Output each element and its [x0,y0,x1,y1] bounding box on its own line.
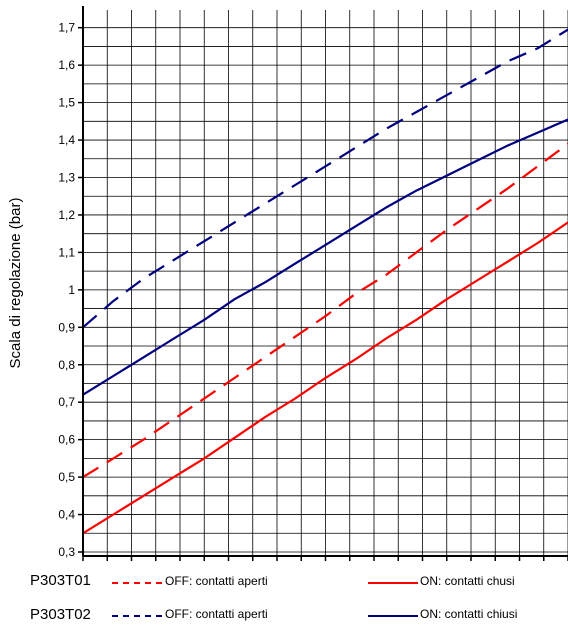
y-tick-label: 1,3 [58,171,75,185]
y-tick-labels: 0,3 0,4 0,5 0,6 0,7 0,8 0,9 1 1,1 1,2 1,3 1,4 1,5 1,6… [58,21,75,559]
y-tick-label: 1 [68,283,75,297]
legend-swatch-p303t02-off [112,615,162,617]
series-line-p303t02-on [82,118,568,396]
legend-swatch-p303t01-on [368,582,418,584]
legend-label-p303t02-off: OFF: contatti aperti [165,607,268,621]
y-tick-label: 0,3 [58,545,75,559]
legend-label-p303t01-off: OFF: contatti aperti [165,574,268,588]
legend-model-p303t01: P303T01 [30,572,91,589]
y-tick-label: 1,2 [58,208,75,222]
y-tick-label: 1,5 [58,96,75,110]
legend-label-p303t01-on: ON: contatti chusi [420,574,515,588]
y-tick-label: 0,4 [58,508,75,522]
legend-label-p303t02-on: ON: contatti chiusi [420,607,518,621]
axes [78,6,568,561]
legend-swatch-p303t02-on [368,615,418,617]
y-tick-label: 0,7 [58,395,75,409]
y-tick-label: 0,5 [58,470,75,484]
y-tick-label: 1,7 [58,21,75,35]
series-lines [82,28,568,535]
legend-model-p303t02: P303T02 [30,606,91,623]
y-tick-label: 1,6 [58,58,75,72]
y-tick-label: 0,8 [58,358,75,372]
y-tick-label: 0,6 [58,433,75,447]
y-axis-label: Scala di regolazione (bar) [7,198,24,369]
y-tick-label: 0,9 [58,320,75,334]
y-tick-label: 1,4 [58,133,75,147]
series-line-p303t01-off [82,142,568,479]
series-line-p303t01-on [82,221,568,535]
series-line-p303t02-off [82,28,568,329]
y-tick-label: 1,1 [58,245,75,259]
legend-swatch-p303t01-off [112,582,162,584]
